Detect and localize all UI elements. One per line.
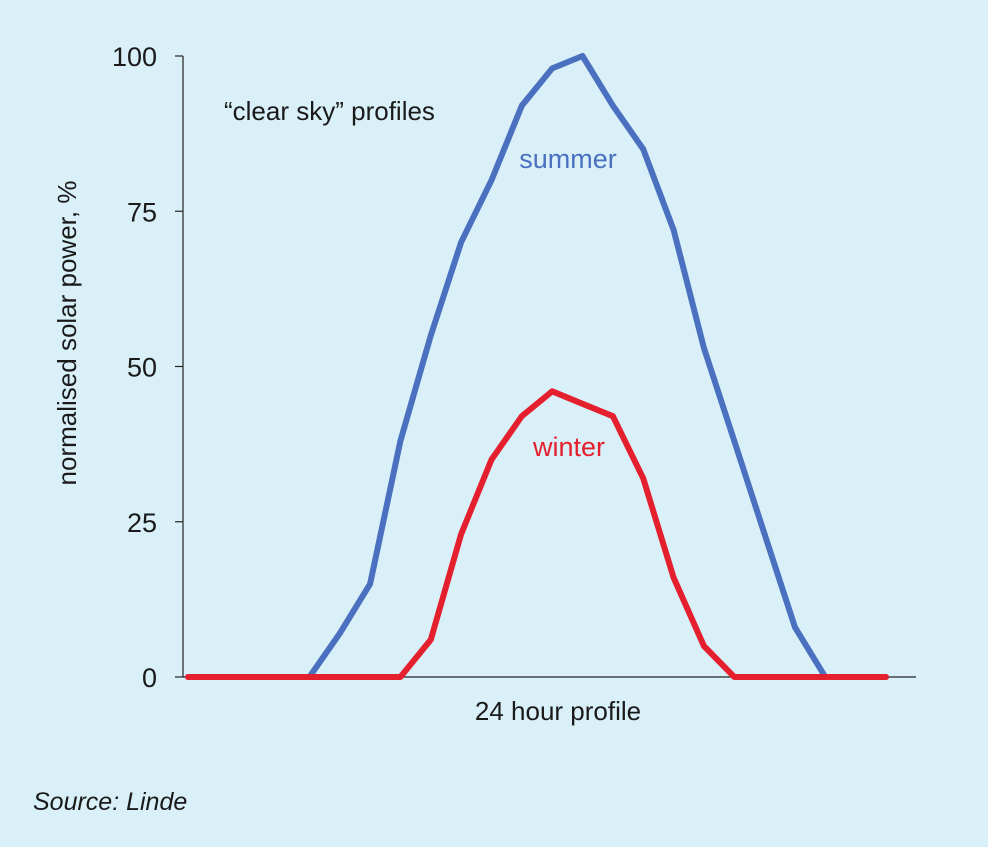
y-tick-label: 25 xyxy=(127,508,157,538)
chart-annotation: “clear sky” profiles xyxy=(224,96,435,126)
y-tick-label: 0 xyxy=(142,663,157,693)
series-label-winter: winter xyxy=(532,432,605,462)
y-tick-label: 50 xyxy=(127,353,157,383)
source-note: Source: Linde xyxy=(33,788,188,816)
x-axis-title: 24 hour profile xyxy=(475,696,641,726)
y-tick-label: 75 xyxy=(127,197,157,227)
y-ticks: 0 25 50 75 100 xyxy=(112,42,183,693)
series-label-summer: summer xyxy=(519,144,617,174)
y-axis-title: normalised solar power, % xyxy=(52,181,82,486)
series-lines xyxy=(185,53,889,680)
series-line-winter xyxy=(185,388,889,680)
y-tick-label: 100 xyxy=(112,42,157,72)
